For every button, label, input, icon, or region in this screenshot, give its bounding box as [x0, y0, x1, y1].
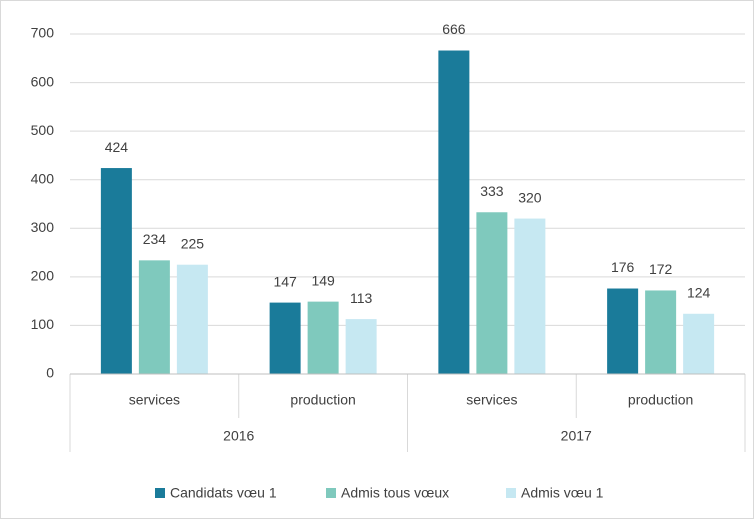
data-label: 113	[350, 290, 373, 306]
bar	[176, 264, 208, 374]
x-tick-label: services	[466, 392, 517, 408]
bar	[138, 260, 170, 374]
bar	[645, 290, 677, 374]
legend-swatch	[155, 488, 165, 498]
bar	[514, 218, 546, 374]
bar	[607, 288, 639, 374]
data-label: 320	[518, 189, 542, 205]
y-tick-label: 100	[31, 316, 55, 332]
data-label: 124	[687, 284, 711, 300]
x-tick-label: production	[290, 392, 355, 408]
legend-label: Admis tous vœux	[341, 485, 449, 501]
bar	[683, 313, 715, 374]
y-tick-label: 600	[31, 73, 55, 89]
data-label: 424	[105, 139, 129, 155]
x-tick-label: services	[129, 392, 180, 408]
y-tick-label: 300	[31, 219, 55, 235]
y-tick-label: 700	[31, 25, 55, 41]
legend-label: Admis vœu 1	[521, 485, 604, 501]
group-label: 2017	[561, 428, 592, 444]
data-label: 666	[442, 21, 466, 37]
bar	[345, 319, 377, 374]
legend-label: Candidats vœu 1	[170, 485, 277, 501]
y-tick-label: 0	[46, 365, 54, 381]
bar	[438, 50, 470, 375]
bar	[269, 302, 301, 374]
legend-swatch	[506, 488, 516, 498]
group-label: 2016	[223, 428, 254, 444]
x-tick-label: production	[628, 392, 693, 408]
data-label: 333	[480, 183, 504, 199]
bar	[476, 212, 508, 374]
data-label: 172	[649, 261, 673, 277]
data-label: 234	[143, 231, 167, 247]
y-tick-label: 200	[31, 268, 55, 284]
data-label: 147	[273, 273, 297, 289]
data-label: 176	[611, 259, 635, 275]
y-tick-label: 500	[31, 122, 55, 138]
y-tick-label: 400	[31, 170, 55, 186]
data-label: 149	[311, 272, 335, 288]
legend-swatch	[326, 488, 336, 498]
bar	[307, 301, 339, 374]
bar	[100, 168, 132, 374]
data-label: 225	[181, 235, 205, 251]
